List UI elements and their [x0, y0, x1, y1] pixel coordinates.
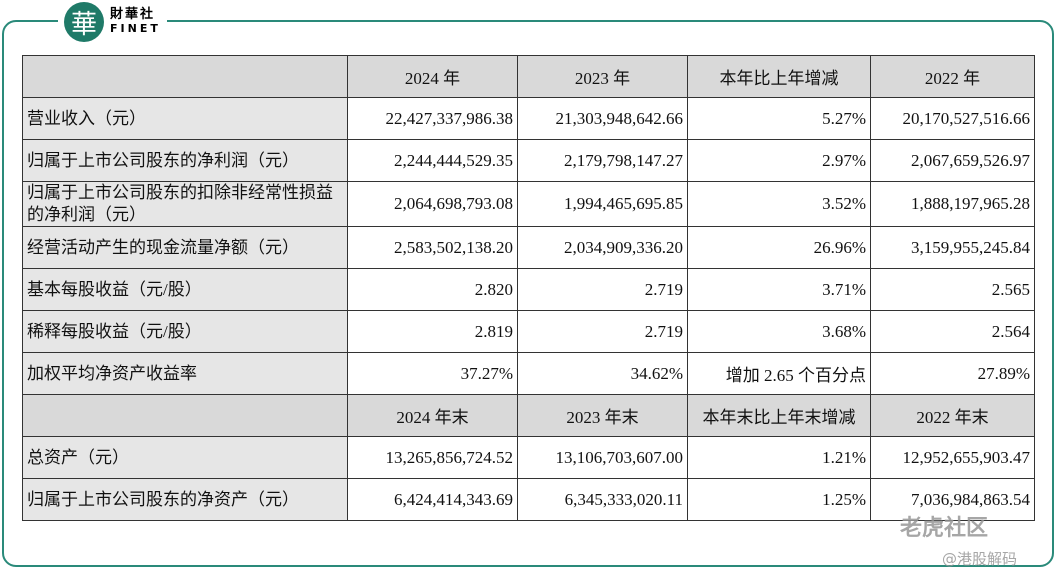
- row-label: 加权平均净资产收益率: [22, 352, 348, 395]
- row: 稀释每股收益（元/股） 2.819 2.719 3.68% 2.564: [22, 310, 1035, 353]
- row: 归属于上市公司股东的净资产（元） 6,424,414,343.69 6,345,33…: [22, 478, 1035, 521]
- header-cell: 2022 年: [870, 55, 1035, 98]
- row-label: 营业收入（元）: [22, 97, 348, 140]
- cell: 12,952,655,903.47: [870, 436, 1035, 479]
- cell: 1,994,465,695.85: [517, 181, 688, 227]
- header-cell: 2022 年末: [870, 394, 1035, 437]
- row: 归属于上市公司股东的净利润（元） 2,244,444,529.35 2,179,79…: [22, 139, 1035, 182]
- cell: 22,427,337,986.38: [347, 97, 518, 140]
- cell: 3.71%: [687, 268, 871, 311]
- cell: 7,036,984,863.54: [870, 478, 1035, 521]
- row: 经营活动产生的现金流量净额（元） 2,583,502,138.20 2,034,90…: [22, 226, 1035, 269]
- row-label: 经营活动产生的现金流量净额（元）: [22, 226, 348, 269]
- watermark: @港股解码: [942, 550, 1018, 568]
- header-cell: 2023 年: [517, 55, 688, 98]
- row: 基本每股收益（元/股） 2.820 2.719 3.71% 2.565: [22, 268, 1035, 311]
- row: 营业收入（元） 22,427,337,986.38 21,303,948,642.6…: [22, 97, 1035, 140]
- cell: 2,034,909,336.20: [517, 226, 688, 269]
- row: 加权平均净资产收益率 37.27% 34.62% 增加 2.65 个百分点 27.89%: [22, 352, 1035, 395]
- header-cell: 2024 年末: [347, 394, 518, 437]
- row-label: 稀释每股收益（元/股）: [22, 310, 348, 353]
- row-label: 归属于上市公司股东的扣除非经常性损益的净利润（元）: [22, 181, 348, 227]
- cell: 2,583,502,138.20: [347, 226, 518, 269]
- watermark: 老虎社区: [900, 516, 989, 541]
- header-row: 2024 年 2023 年本年比上年增减 2022 年: [22, 55, 1035, 98]
- row-label: 归属于上市公司股东的净资产（元）: [22, 478, 348, 521]
- logo-latin: FINET: [110, 22, 161, 35]
- row: 总资产（元） 13,265,856,724.52 13,106,703,607.00…: [22, 436, 1035, 479]
- cell: 1.25%: [687, 478, 871, 521]
- cell: 1,888,197,965.28: [870, 181, 1035, 227]
- header-cell: [22, 55, 348, 98]
- cell: 6,345,333,020.11: [517, 478, 688, 521]
- cell: 2.820: [347, 268, 518, 311]
- cell: 3.68%: [687, 310, 871, 353]
- row-label: 基本每股收益（元/股）: [22, 268, 348, 311]
- cell: 20,170,527,516.66: [870, 97, 1035, 140]
- cell: 1.21%: [687, 436, 871, 479]
- row: 归属于上市公司股东的扣除非经常性损益的净利润（元） 2,064,698,793.0…: [22, 181, 1035, 227]
- header-row: 2024 年末 2023 年末 本年末比上年末增减 2022 年末: [22, 394, 1035, 437]
- cell: 2,064,698,793.08: [347, 181, 518, 227]
- header-cell: 2023 年末: [517, 394, 688, 437]
- logo-mark: 華: [64, 2, 104, 42]
- cell: 2.819: [347, 310, 518, 353]
- cell: 增加 2.65 个百分点: [687, 352, 871, 395]
- row-label: 归属于上市公司股东的净利润（元）: [22, 139, 348, 182]
- header-cell: 本年比上年增减: [687, 55, 871, 98]
- cell: 26.96%: [687, 226, 871, 269]
- logo-text: 財華社 FINET: [110, 8, 161, 36]
- cell: 21,303,948,642.66: [517, 97, 688, 140]
- cell: 5.27%: [687, 97, 871, 140]
- row-label: 总资产（元）: [22, 436, 348, 479]
- logo: 華 財華社 FINET: [58, 0, 167, 44]
- cell: 27.89%: [870, 352, 1035, 395]
- cell: 2,067,659,526.97: [870, 139, 1035, 182]
- cell: 6,424,414,343.69: [347, 478, 518, 521]
- cell: 2,244,444,529.35: [347, 139, 518, 182]
- cell: 37.27%: [347, 352, 518, 395]
- cell: 2,179,798,147.27: [517, 139, 688, 182]
- header-cell: 2024 年: [347, 55, 518, 98]
- logo-name: 財華社: [110, 7, 156, 22]
- cell: 13,106,703,607.00: [517, 436, 688, 479]
- cell: 2.719: [517, 310, 688, 353]
- cell: 2.564: [870, 310, 1035, 353]
- cell: 13,265,856,724.52: [347, 436, 518, 479]
- header-cell: [22, 394, 348, 437]
- frame: [2, 20, 1054, 567]
- cell: 3.52%: [687, 181, 871, 227]
- cell: 34.62%: [517, 352, 688, 395]
- table: 2024 年 2023 年本年比上年增减 2022 年营业收入（元） 22,427,3…: [22, 55, 1035, 521]
- cell: 3,159,955,245.84: [870, 226, 1035, 269]
- cell: 2.719: [517, 268, 688, 311]
- header-cell: 本年末比上年末增减: [687, 394, 871, 437]
- cell: 2.97%: [687, 139, 871, 182]
- cell: 2.565: [870, 268, 1035, 311]
